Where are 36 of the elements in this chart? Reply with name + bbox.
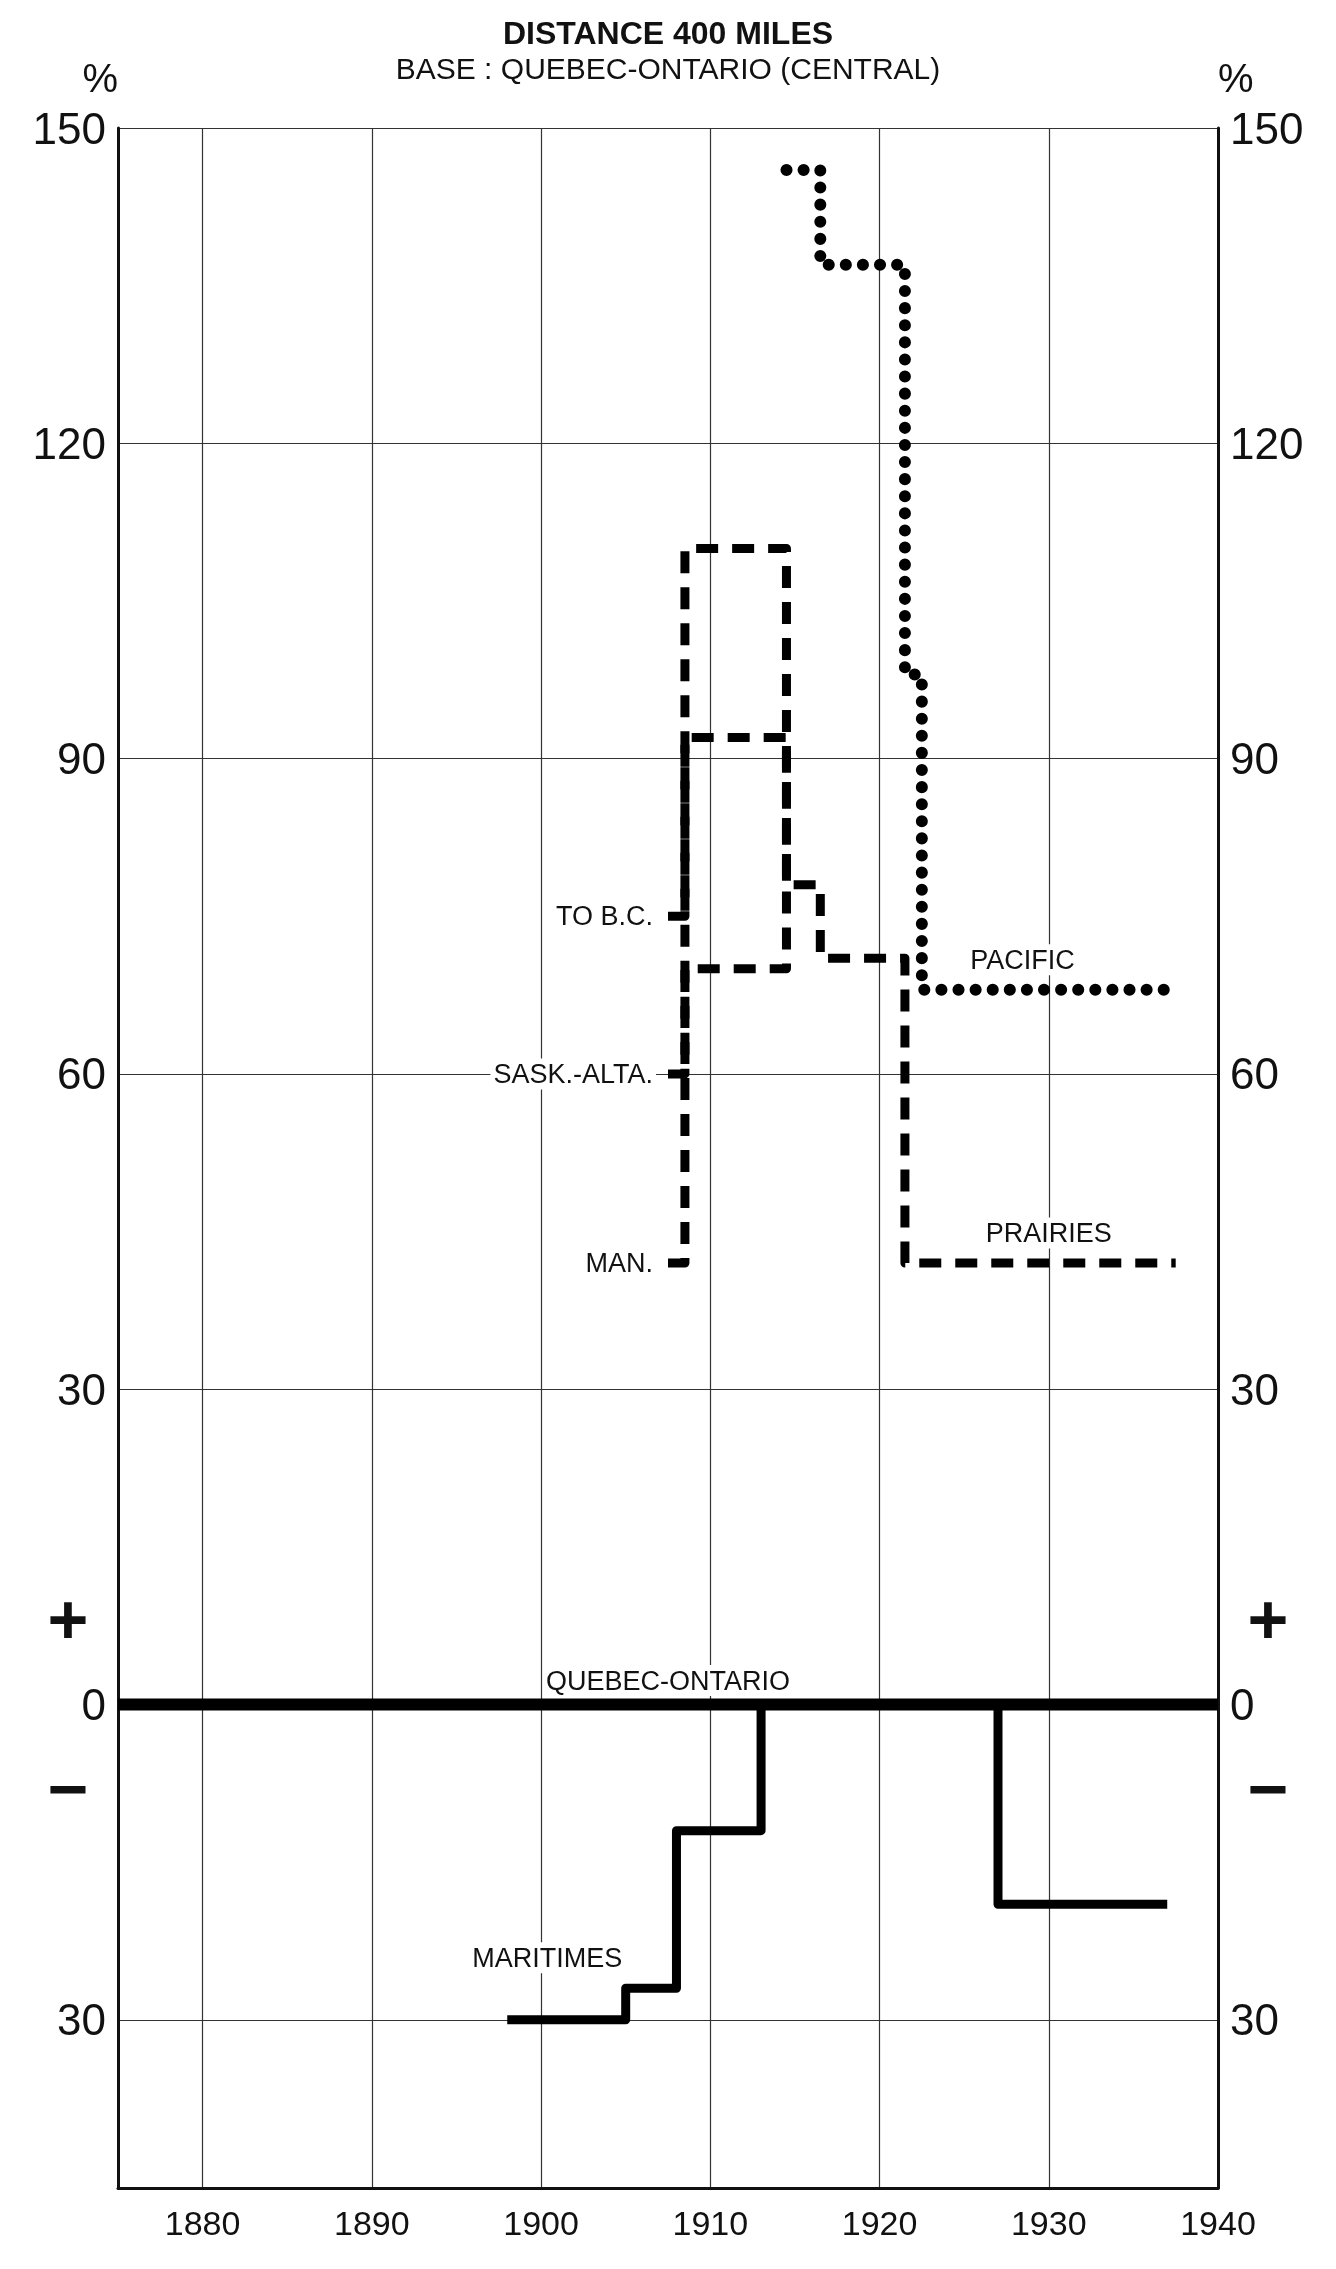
x-tick-label: 1940 bbox=[1180, 2204, 1256, 2242]
x-tick-label: 1920 bbox=[841, 2204, 918, 2242]
series-label: QUEBEC-ONTARIO bbox=[545, 1665, 791, 1696]
y-tick-label: 60 bbox=[57, 1049, 106, 1099]
y2-tick-label: 30 bbox=[1230, 1995, 1279, 2045]
y2-tick-label: 90 bbox=[1230, 734, 1279, 784]
x-tick-label: 1880 bbox=[164, 2204, 241, 2242]
text: + bbox=[1247, 1581, 1289, 1660]
chart-title: DISTANCE 400 MILES bbox=[502, 15, 834, 51]
y2-tick-label: 30 bbox=[1230, 1364, 1279, 1414]
y2-tick-label: 0 bbox=[1230, 1680, 1255, 1730]
series-label: TO B.C. bbox=[555, 901, 653, 932]
y-tick-label: 30 bbox=[57, 1995, 106, 2045]
y2-tick-label: 150 bbox=[1230, 103, 1304, 153]
series-label: MAN. bbox=[585, 1248, 653, 1279]
x-tick-label: 1930 bbox=[1010, 2204, 1087, 2242]
series-label: MARITIMES bbox=[472, 1942, 623, 1973]
series-label: SASK.-ALTA. bbox=[493, 1058, 653, 1089]
y-tick-label: 90 bbox=[57, 734, 106, 784]
y-tick-label: 30 bbox=[57, 1364, 106, 1414]
y-tick-label: 0 bbox=[81, 1680, 106, 1730]
x-tick-label: 1910 bbox=[672, 2204, 749, 2242]
chart-subtitle: BASE : QUEBEC-ONTARIO (CENTRAL) bbox=[395, 51, 941, 85]
annotation: PRAIRIES bbox=[985, 1218, 1112, 1249]
x-tick-label: 1900 bbox=[503, 2204, 579, 2242]
y2-tick-label: 60 bbox=[1230, 1049, 1279, 1099]
series-label: PACIFIC bbox=[970, 944, 1075, 975]
text: − bbox=[1247, 1749, 1289, 1828]
text: + bbox=[47, 1581, 89, 1660]
y2-tick-label: 120 bbox=[1230, 418, 1304, 468]
y2-axis-title: % bbox=[1218, 56, 1254, 100]
y-tick-label: 120 bbox=[32, 418, 106, 468]
y-axis-title: % bbox=[82, 56, 118, 100]
x-tick-label: 1890 bbox=[334, 2204, 410, 2242]
text: − bbox=[47, 1749, 89, 1828]
y-tick-label: 150 bbox=[32, 103, 106, 153]
